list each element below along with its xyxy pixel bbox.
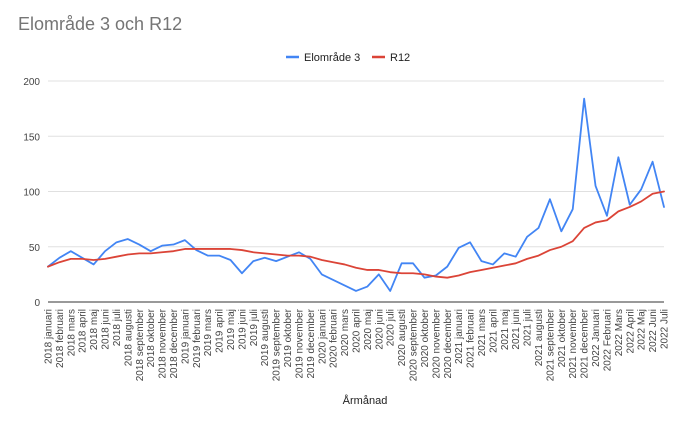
x-tick-label: 2019 augusti	[260, 309, 271, 366]
x-tick-label: 2020 oktober	[420, 308, 431, 367]
y-tick-label: 150	[23, 132, 40, 143]
y-tick-labels: 0 50 100 150 200	[23, 77, 40, 309]
y-tick-label: 100	[23, 188, 40, 199]
x-tick-label: 2018 oktober	[146, 308, 157, 367]
x-tick-label: 2019 januari	[180, 309, 191, 364]
x-tick-label: 2022 Februari	[602, 309, 613, 371]
x-tick-label: 2022 Juni	[648, 309, 659, 352]
x-tick-label: 2018 mars	[66, 309, 77, 356]
gridlines	[48, 80, 664, 303]
x-tick-label: 2019 februari	[192, 309, 203, 368]
x-tick-label: 2019 april	[215, 309, 226, 353]
x-tick-label: 2022 Mars	[614, 309, 625, 356]
y-tick-label: 50	[29, 243, 41, 254]
x-tick-label: 2021 augusti	[534, 309, 545, 366]
x-tick-label: 2021 mars	[477, 309, 488, 356]
x-tick-label: 2018 maj	[89, 309, 100, 350]
x-tick-label: 2020 januari	[317, 309, 328, 364]
x-tick-label: 2021 oktober	[557, 308, 568, 367]
x-tick-label: 2019 september	[272, 308, 283, 381]
x-tick-label: 2018 juli	[112, 309, 123, 346]
x-tick-label: 2019 juni	[237, 309, 248, 350]
x-tick-label: 2019 november	[294, 308, 305, 378]
x-tick-label: 2021 maj	[500, 309, 511, 350]
x-tick-label: 2018 februari	[55, 309, 66, 368]
x-tick-label: 2018 september	[135, 308, 146, 381]
legend-label: Elområde 3	[304, 52, 360, 64]
x-tick-label: 2020 mars	[340, 309, 351, 356]
chart-title: Elområde 3 och R12	[18, 14, 183, 34]
x-tick-label: 2020 juli	[386, 309, 397, 346]
x-tick-label: 2020 augusti	[397, 309, 408, 366]
y-tick-label: 200	[23, 77, 40, 88]
x-tick-label: 2021 februari	[466, 309, 477, 368]
x-tick-label: 2020 maj	[363, 309, 374, 350]
x-tick-label: 2020 februari	[329, 309, 340, 368]
x-tick-label: 2021 juli	[523, 309, 534, 346]
x-tick-label: 2018 november	[158, 308, 169, 378]
x-tick-label: 2020 juni	[374, 309, 385, 350]
y-tick-label: 0	[34, 298, 40, 309]
x-tick-label: 2022 April	[625, 309, 636, 353]
x-tick-label: 2021 september	[545, 308, 556, 381]
x-axis-title: Årmånad	[343, 394, 388, 407]
x-tick-label: 2019 oktober	[283, 308, 294, 367]
x-tick-label: 2020 september	[409, 308, 420, 381]
x-tick-label: 2018 april	[78, 309, 89, 353]
x-tick-label: 2019 juli	[249, 309, 260, 346]
x-tick-label: 2021 januari	[454, 309, 465, 364]
x-tick-label: 2022 Juli	[660, 309, 671, 349]
series-lines	[47, 97, 665, 292]
x-tick-label: 2021 april	[488, 309, 499, 353]
x-tick-label: 2021 november	[568, 308, 579, 378]
legend-label: R12	[390, 52, 410, 64]
x-tick-label: 2019 maj	[226, 309, 237, 350]
series-line-elomrade-3	[47, 97, 665, 292]
x-tick-label: 2022 Januari	[591, 309, 602, 367]
x-tick-label: 2019 december	[306, 308, 317, 378]
legend: Elområde 3 R12	[286, 52, 410, 64]
x-tick-label: 2020 december	[443, 308, 454, 378]
x-tick-label: 2018 december	[169, 308, 180, 378]
x-tick-label: 2020 november	[431, 308, 442, 378]
x-tick-label: 2020 april	[352, 309, 363, 353]
x-tick-label: 2018 juni	[101, 309, 112, 350]
x-tick-label: 2019 mars	[203, 309, 214, 356]
x-tick-label: 2018 januari	[44, 309, 55, 364]
x-tick-label: 2022 Maj	[637, 309, 648, 350]
x-tick-label: 2018 augusti	[123, 309, 134, 366]
x-tick-labels: 2018 januari 2018 februari 2018 mars 2018 a…	[44, 308, 671, 381]
x-tick-label: 2021 juni	[511, 309, 522, 350]
series-line-r12	[47, 190, 665, 279]
x-tick-label: 2021 december	[580, 308, 591, 378]
